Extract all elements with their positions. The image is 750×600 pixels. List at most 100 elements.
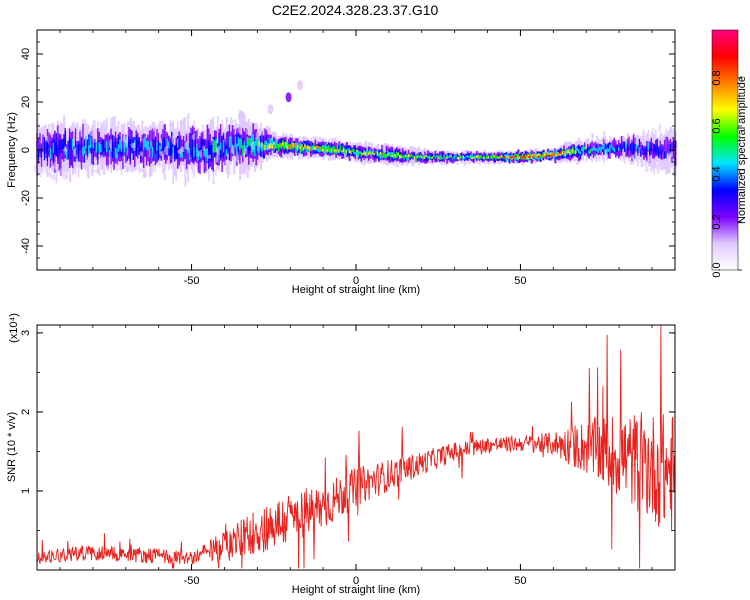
spectrogram-cell xyxy=(474,157,477,160)
spectrogram-cell xyxy=(600,146,603,153)
spectrogram-cell xyxy=(262,135,266,150)
spectrogram-cell xyxy=(379,152,382,160)
spectrogram-cell xyxy=(588,150,591,154)
spectrogram-cell xyxy=(194,139,197,151)
snr-background xyxy=(37,325,675,570)
spectrogram-cell xyxy=(347,148,350,152)
spectrogram-cell xyxy=(363,151,366,155)
spectrogram-cell xyxy=(515,156,519,158)
spectrogram-cell xyxy=(459,155,462,158)
spectrogram-cell xyxy=(560,152,563,156)
spectrogram-cell xyxy=(150,143,153,164)
spectrogram-cell xyxy=(160,140,163,149)
spectrogram-cell xyxy=(659,146,662,155)
spectrogram-cell xyxy=(360,153,363,157)
spectrogram-cell xyxy=(265,140,268,144)
spectrogram-cell xyxy=(663,139,667,155)
spectrogram-cell xyxy=(145,140,149,150)
spectrogram-cell xyxy=(230,136,233,147)
spectrogram-cell xyxy=(582,145,585,152)
spectrogram-cell xyxy=(120,140,123,152)
spectrogram-cell xyxy=(441,157,445,160)
spectrogram-cell xyxy=(404,154,408,158)
spectrogram-cell xyxy=(219,124,223,161)
spectrogram-cell xyxy=(424,156,427,159)
spectrogram-cell xyxy=(159,145,162,154)
spectrogram-cell xyxy=(501,155,504,158)
spectrogram-cell xyxy=(49,147,52,159)
spectrogram-cell xyxy=(356,149,359,156)
spectrogram-cell xyxy=(286,146,289,149)
spectrogram-cell xyxy=(338,149,341,153)
spectrogram-cell xyxy=(428,157,431,160)
spectrogram-cell xyxy=(156,141,159,151)
spectrogram-cell xyxy=(190,144,193,156)
spectrogram-cell xyxy=(391,154,394,157)
spectrogram-cell xyxy=(416,155,419,158)
spectrogram-cell xyxy=(174,146,177,154)
spectrogram-cell xyxy=(353,149,356,153)
spectrogram-cell xyxy=(114,147,118,159)
spectrogram-cell xyxy=(101,143,104,157)
spectrogram-plot: -50 0 50 -40 -20 0 20 40 Height of straight lin… xyxy=(6,29,677,296)
spectrogram-cell xyxy=(310,147,313,152)
spectrogram-cell xyxy=(452,154,455,160)
spectrogram-cell xyxy=(666,146,670,153)
spectrogram-cell xyxy=(637,148,640,153)
spectrogram-cell xyxy=(131,130,134,154)
spectrogram-cell xyxy=(212,139,215,153)
spectrogram-cell xyxy=(461,156,464,159)
spectrogram-cell xyxy=(470,156,473,159)
spectrogram-cell xyxy=(394,154,397,157)
spectrogram-cell xyxy=(68,137,72,150)
spectrogram-cell xyxy=(475,155,479,159)
spectrogram-cell xyxy=(520,156,523,159)
spectrogram-cell xyxy=(415,155,418,162)
spectrogram-cell xyxy=(554,153,557,156)
spectrogram-cell xyxy=(573,150,576,155)
colorbar-frame xyxy=(711,29,739,271)
spectrogram-cell xyxy=(253,143,257,150)
spectrogram-cell xyxy=(356,149,359,152)
spectrogram-cell xyxy=(94,143,97,152)
spectrogram-cell xyxy=(88,145,91,157)
spectrogram-cell xyxy=(153,139,156,149)
spectrogram-cell xyxy=(545,153,548,156)
spectrogram-blob xyxy=(237,111,244,122)
spectrogram-cell xyxy=(381,148,384,157)
spectrogram-cell xyxy=(629,143,633,151)
spectrogram-cell xyxy=(171,135,175,145)
spectrogram-cell xyxy=(604,145,607,150)
spectrogram-cell xyxy=(144,141,147,157)
spectrogram-cell xyxy=(70,138,73,152)
snr-series-line xyxy=(36,324,675,569)
spectrogram-cell xyxy=(327,145,331,151)
spectrogram-cell xyxy=(333,149,337,152)
spectrogram-cell xyxy=(224,159,229,166)
spectrogram-cell xyxy=(610,143,613,148)
spectrogram-cell xyxy=(323,147,326,151)
spectrogram-cell xyxy=(168,141,171,149)
spectrogram-cell xyxy=(511,155,514,159)
spectrogram-cell xyxy=(649,148,652,155)
spectrogram-cell xyxy=(594,148,597,155)
spectrogram-y-tick-label: 40 xyxy=(20,48,32,60)
spectrogram-cell xyxy=(113,142,116,152)
spectrogram-cell xyxy=(49,134,52,159)
spectrogram-cell xyxy=(317,146,320,152)
spectrogram-cell xyxy=(271,138,274,147)
spectrogram-cell xyxy=(626,146,630,152)
spectrogram-cell xyxy=(465,155,468,158)
spectrogram-cell xyxy=(607,148,610,152)
spectrogram-cell xyxy=(292,144,295,151)
spectrogram-cell xyxy=(413,156,416,159)
spectrogram-cell xyxy=(212,137,215,172)
spectrogram-cell xyxy=(301,144,304,147)
spectrogram-cell xyxy=(259,142,263,150)
spectrogram-cell xyxy=(147,140,150,151)
spectrogram-cell xyxy=(560,150,563,154)
spectrogram-cell xyxy=(412,155,415,159)
spectrogram-cell xyxy=(385,154,388,158)
spectrogram-cell xyxy=(169,141,172,152)
spectrogram-cell xyxy=(379,151,382,155)
